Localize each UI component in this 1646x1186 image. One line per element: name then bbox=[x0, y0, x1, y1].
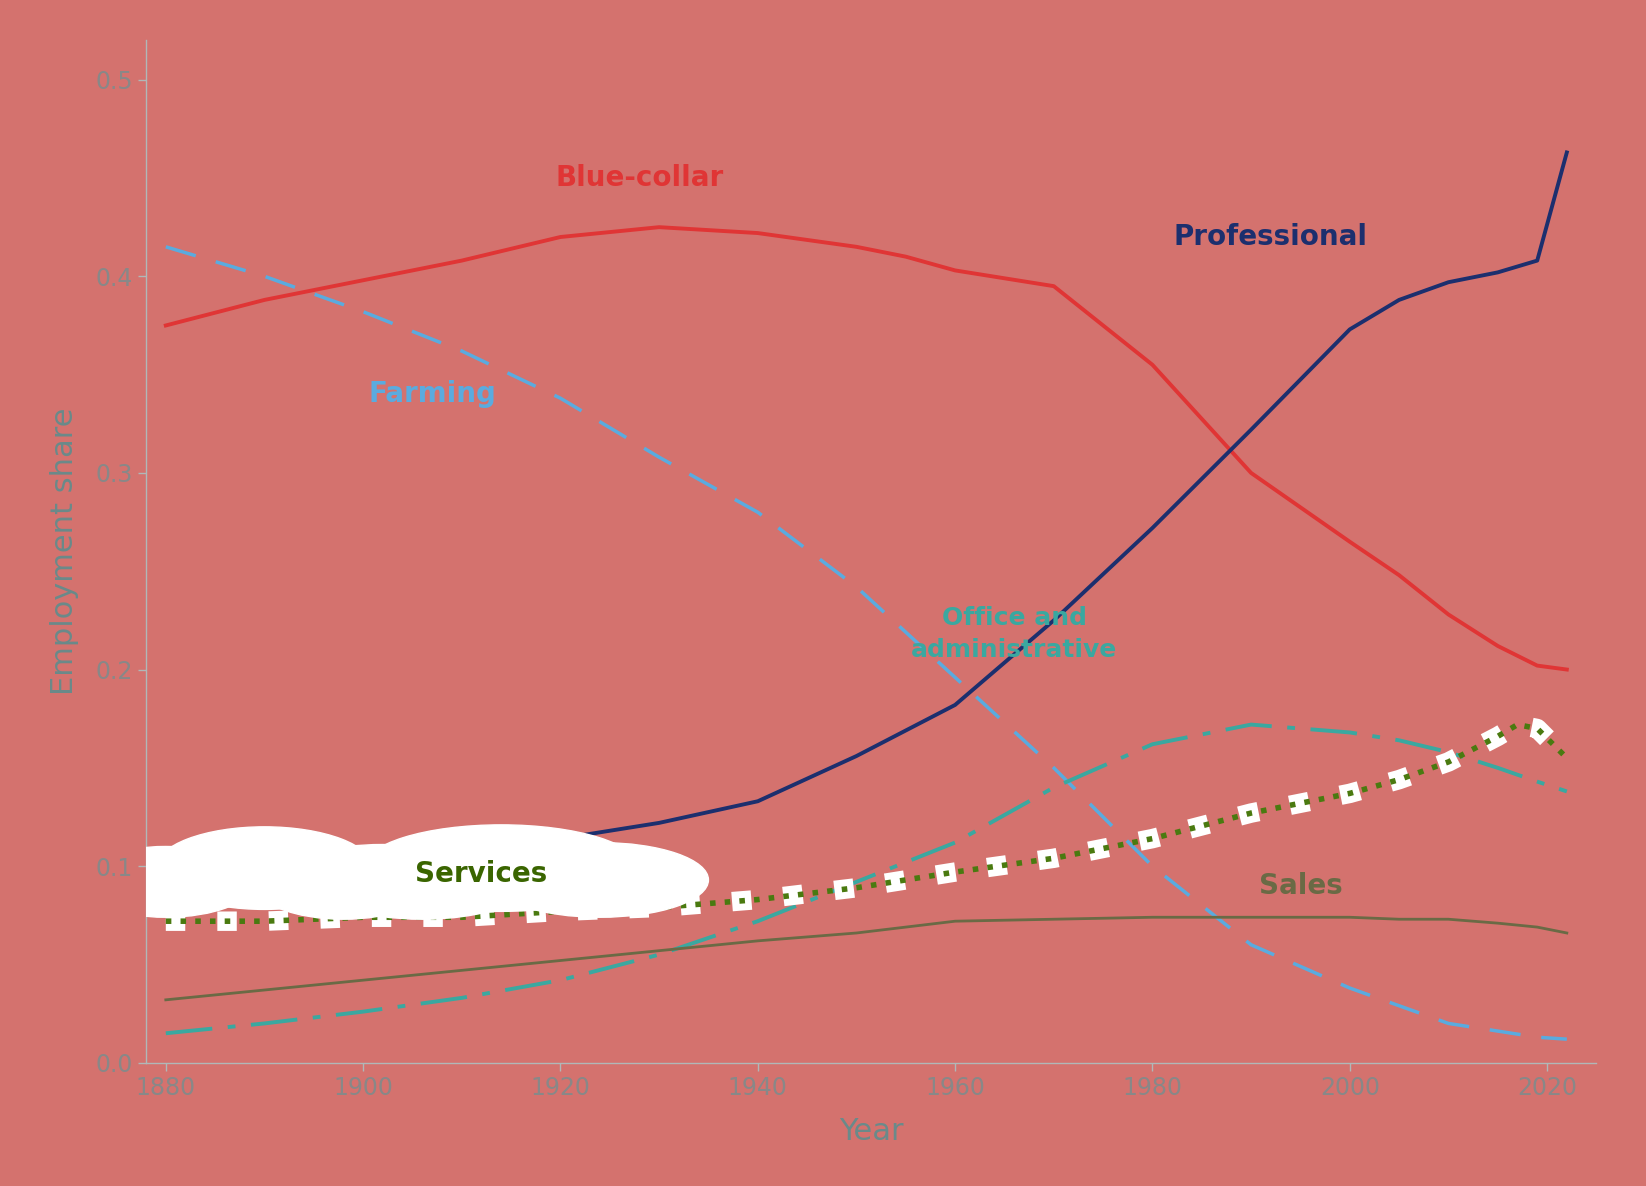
Text: Office and
administrative: Office and administrative bbox=[912, 606, 1118, 662]
Text: Farming: Farming bbox=[369, 381, 495, 408]
Ellipse shape bbox=[255, 848, 433, 919]
Ellipse shape bbox=[314, 844, 532, 919]
Text: Professional: Professional bbox=[1174, 223, 1368, 251]
Ellipse shape bbox=[492, 842, 708, 917]
Text: Services: Services bbox=[415, 860, 548, 888]
Text: Sales: Sales bbox=[1259, 872, 1341, 900]
X-axis label: Year: Year bbox=[839, 1116, 904, 1146]
Ellipse shape bbox=[77, 847, 255, 917]
Ellipse shape bbox=[156, 827, 374, 910]
Ellipse shape bbox=[364, 824, 639, 911]
Ellipse shape bbox=[285, 844, 482, 904]
Y-axis label: Employment share: Employment share bbox=[49, 408, 79, 695]
Text: Blue-collar: Blue-collar bbox=[555, 164, 724, 192]
